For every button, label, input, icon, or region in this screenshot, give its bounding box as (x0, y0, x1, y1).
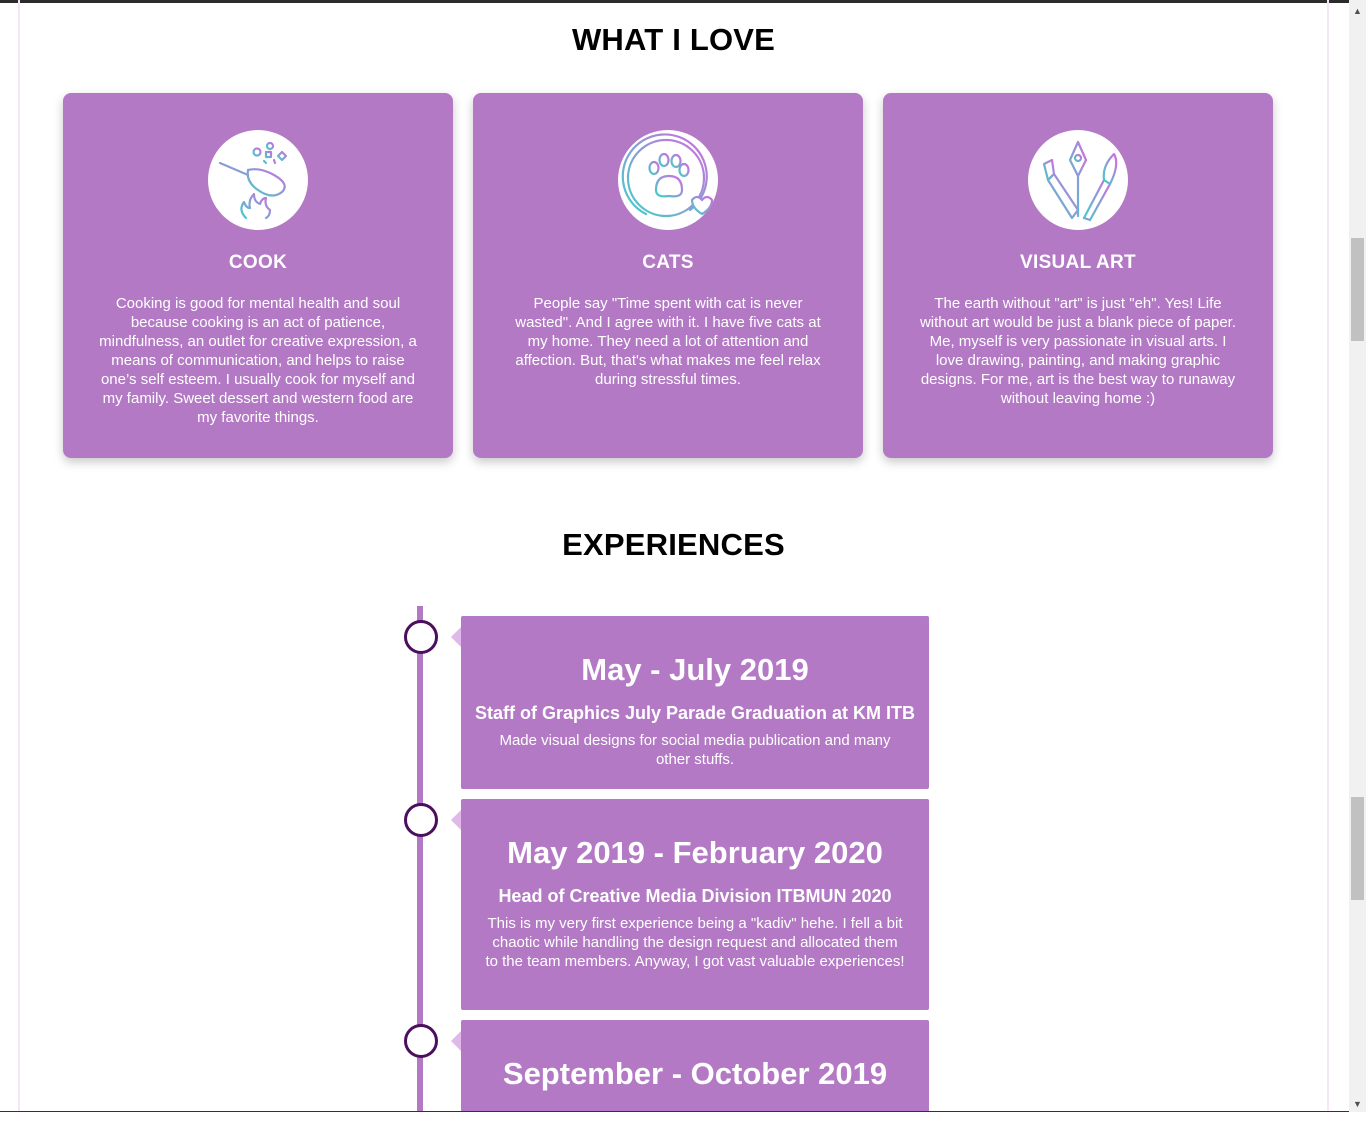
window-footer (0, 1112, 1366, 1134)
love-card-cats: CATS People say "Time spent with cat is … (473, 93, 863, 458)
scrollbar-thumb-secondary[interactable] (1351, 797, 1364, 900)
timeline-dot (404, 1024, 438, 1058)
frying-pan-icon (208, 130, 308, 230)
love-card-title: CATS (642, 252, 694, 273)
love-card-cook: COOK Cooking is good for mental health a… (63, 93, 453, 458)
experience-card: September - October 2019 (461, 1020, 929, 1112)
experience-date: May 2019 - February 2020 (507, 835, 883, 870)
page-border-right (1327, 0, 1329, 1112)
timeline-dot (404, 620, 438, 654)
scrollbar-thumb[interactable] (1351, 238, 1364, 341)
scroll-up-arrow-icon[interactable]: ▲ (1353, 6, 1362, 16)
page-border-left (18, 0, 20, 1112)
experience-description: This is my very first experience being a… (485, 915, 905, 970)
experience-date: September - October 2019 (502, 1056, 888, 1091)
love-card-text: People say "Time spent with cat is never… (515, 295, 821, 388)
vertical-scrollbar[interactable] (1349, 0, 1366, 1112)
what-i-love-heading: WHAT I LOVE (571, 22, 776, 57)
cat-paw-icon (618, 130, 718, 230)
experience-role: Head of Creative Media Division ITBMUN 2… (498, 886, 892, 906)
experiences-heading: EXPERIENCES (562, 527, 785, 562)
love-card-text: The earth without "art" is just "eh". Ye… (919, 295, 1237, 407)
art-tools-icon (1028, 130, 1128, 230)
timeline-arrow (451, 810, 461, 830)
viewport-bottom-edge (0, 1111, 1349, 1112)
window-top-edge (0, 0, 1366, 3)
experience-date: May - July 2019 (581, 652, 809, 687)
love-card-title: COOK (228, 252, 288, 273)
timeline-dot (404, 803, 438, 837)
timeline-line (417, 606, 423, 1112)
timeline-arrow (451, 627, 461, 647)
scroll-down-arrow-icon[interactable]: ▼ (1353, 1099, 1362, 1109)
love-card-title: VISUAL ART (1020, 252, 1136, 273)
love-card-visual-art: VISUAL ART The earth without "art" is ju… (883, 93, 1273, 458)
experience-card: May 2019 - February 2020 Head of Creativ… (461, 799, 929, 1010)
timeline-arrow (451, 1031, 461, 1051)
experience-description: Made visual designs for social media pub… (499, 732, 891, 768)
love-card-text: Cooking is good for mental health and so… (99, 295, 417, 426)
experience-role: Staff of Graphics July Parade Graduation… (474, 703, 916, 723)
experience-card: May - July 2019 Staff of Graphics July P… (461, 616, 929, 789)
